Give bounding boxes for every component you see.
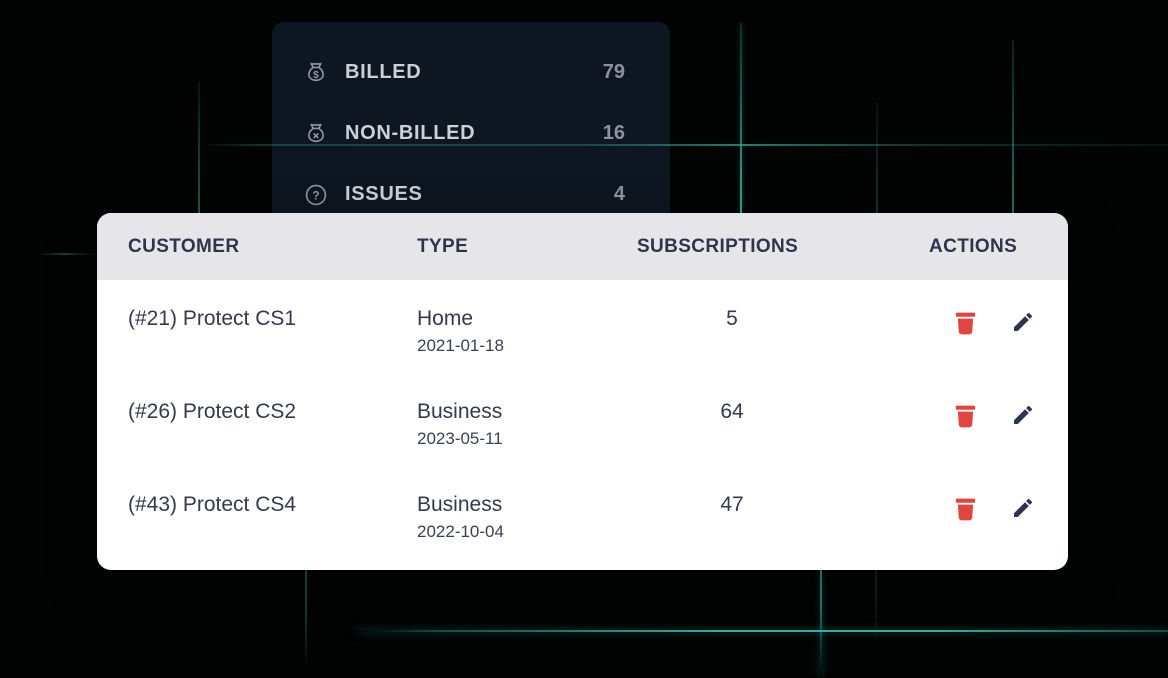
customer-date: 2021-01-18: [417, 336, 504, 355]
customers-table-card: CUSTOMER TYPE SUBSCRIPTIONS ACTIONS (#21…: [97, 213, 1068, 570]
grid-line-vertical: [820, 570, 822, 678]
actions-cell: [929, 309, 1035, 335]
pencil-icon: [1011, 405, 1035, 430]
grid-line-horizontal: [356, 630, 1168, 632]
money-bag-cross-icon: [303, 121, 329, 147]
customer-type-cell: Home 2021-01-18: [417, 307, 637, 356]
column-header-subscriptions: SUBSCRIPTIONS: [637, 235, 799, 257]
grid-line-vertical: [875, 570, 877, 642]
stat-item-billed: $ BILLED 79: [272, 42, 670, 103]
delete-button[interactable]: [955, 309, 976, 335]
stat-label: BILLED: [345, 61, 422, 83]
grid-line-vertical: [1012, 40, 1014, 213]
pencil-icon: [1011, 312, 1035, 337]
grid-line-vertical: [305, 570, 307, 668]
table-row: (#26) Protect CS2 Business 2023-05-11 64: [97, 373, 1068, 466]
delete-button[interactable]: [955, 402, 976, 428]
grid-line-horizontal: [38, 253, 96, 255]
grid-line-vertical: [198, 82, 200, 213]
customer-date: 2022-10-04: [417, 522, 504, 541]
actions-cell: [929, 495, 1035, 521]
trash-icon: [955, 498, 976, 524]
subscriptions-count: 64: [720, 400, 744, 423]
stat-item-non-billed: NON-BILLED 16: [272, 103, 670, 164]
table-row: (#21) Protect CS1 Home 2021-01-18 5: [97, 280, 1068, 373]
customer-name: (#43) Protect CS4: [128, 493, 297, 516]
customer-type: Home: [417, 307, 474, 330]
delete-button[interactable]: [955, 495, 976, 521]
edit-button[interactable]: [1011, 403, 1035, 427]
column-header-customer: CUSTOMER: [128, 235, 240, 257]
trash-icon: [955, 405, 976, 431]
question-circle-icon: ?: [303, 182, 329, 208]
column-header-type: TYPE: [417, 235, 469, 257]
table-header-row: CUSTOMER TYPE SUBSCRIPTIONS ACTIONS: [97, 213, 1068, 280]
grid-line-vertical: [740, 23, 742, 213]
stat-label: NON-BILLED: [345, 122, 476, 144]
table-row: (#43) Protect CS4 Business 2022-10-04 47: [97, 466, 1068, 559]
customer-name: (#21) Protect CS1: [128, 307, 297, 330]
edit-button[interactable]: [1011, 310, 1035, 334]
customer-type-cell: Business 2022-10-04: [417, 493, 637, 542]
money-bag-dollar-icon: $: [303, 60, 329, 86]
stat-item-issues: ? ISSUES 4: [272, 164, 670, 225]
svg-text:?: ?: [312, 188, 319, 202]
stat-value: 79: [602, 61, 625, 83]
subscriptions-count: 5: [726, 307, 738, 330]
customer-type-cell: Business 2023-05-11: [417, 400, 637, 449]
svg-text:$: $: [313, 70, 319, 81]
customer-date: 2023-05-11: [417, 429, 503, 448]
customer-type: Business: [417, 493, 503, 516]
stat-value: 16: [602, 122, 625, 144]
pencil-icon: [1011, 498, 1035, 523]
actions-cell: [929, 402, 1035, 428]
stat-value: 4: [613, 183, 625, 205]
customer-name: (#26) Protect CS2: [128, 400, 297, 423]
edit-button[interactable]: [1011, 496, 1035, 520]
trash-icon: [955, 312, 976, 338]
grid-line-vertical: [876, 103, 878, 213]
stat-label: ISSUES: [345, 183, 423, 205]
subscriptions-count: 47: [720, 493, 744, 516]
customer-type: Business: [417, 400, 503, 423]
column-header-actions: ACTIONS: [929, 235, 1018, 257]
